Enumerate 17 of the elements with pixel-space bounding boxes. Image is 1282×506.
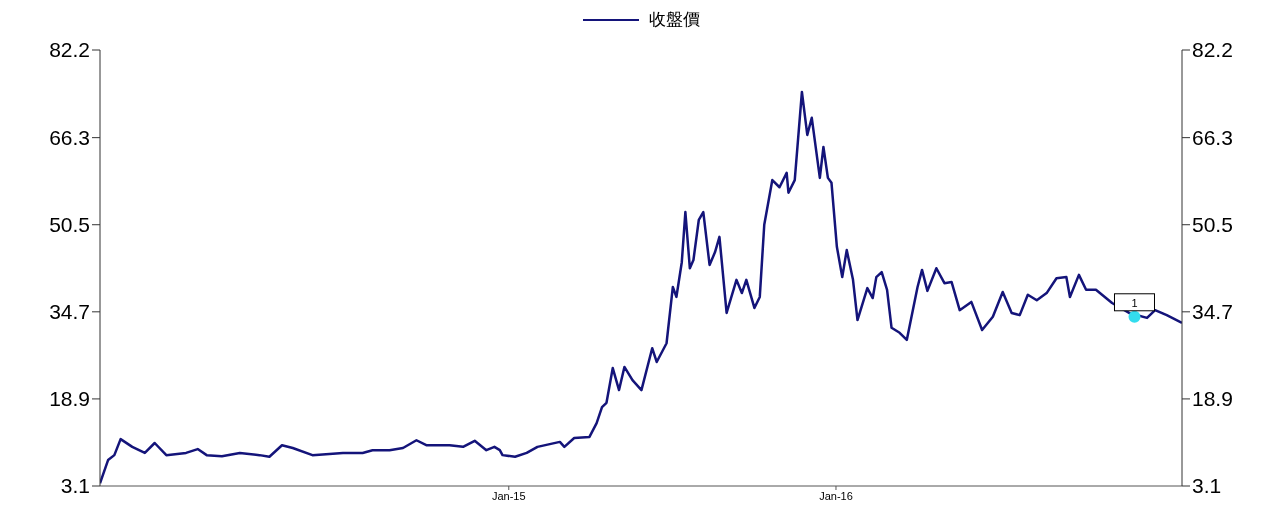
y2-tick-label: 66.3 xyxy=(1192,126,1233,150)
legend-label: 收盤價 xyxy=(648,8,700,31)
x-tick-label: Jan-16 xyxy=(819,489,853,502)
line-series xyxy=(100,90,1182,485)
y-tick-label: 66.3 xyxy=(49,126,90,150)
y-tick-label: 50.5 xyxy=(49,213,90,237)
annotation: 1 xyxy=(1131,296,1138,309)
y-tick-label: 3.1 xyxy=(60,474,90,498)
y2-tick-label: 3.1 xyxy=(1192,474,1222,498)
y2-tick-label: 18.9 xyxy=(1192,387,1233,411)
y-tick-label: 82.2 xyxy=(49,38,90,62)
y-tick-label: 18.9 xyxy=(49,387,90,411)
y2-tick-label: 50.5 xyxy=(1192,213,1233,237)
y-tick-label: 34.7 xyxy=(49,300,90,324)
x-tick-label: Jan-15 xyxy=(491,489,526,502)
y2-tick-label: 82.2 xyxy=(1192,38,1233,62)
y2-tick-label: 34.7 xyxy=(1192,300,1233,324)
